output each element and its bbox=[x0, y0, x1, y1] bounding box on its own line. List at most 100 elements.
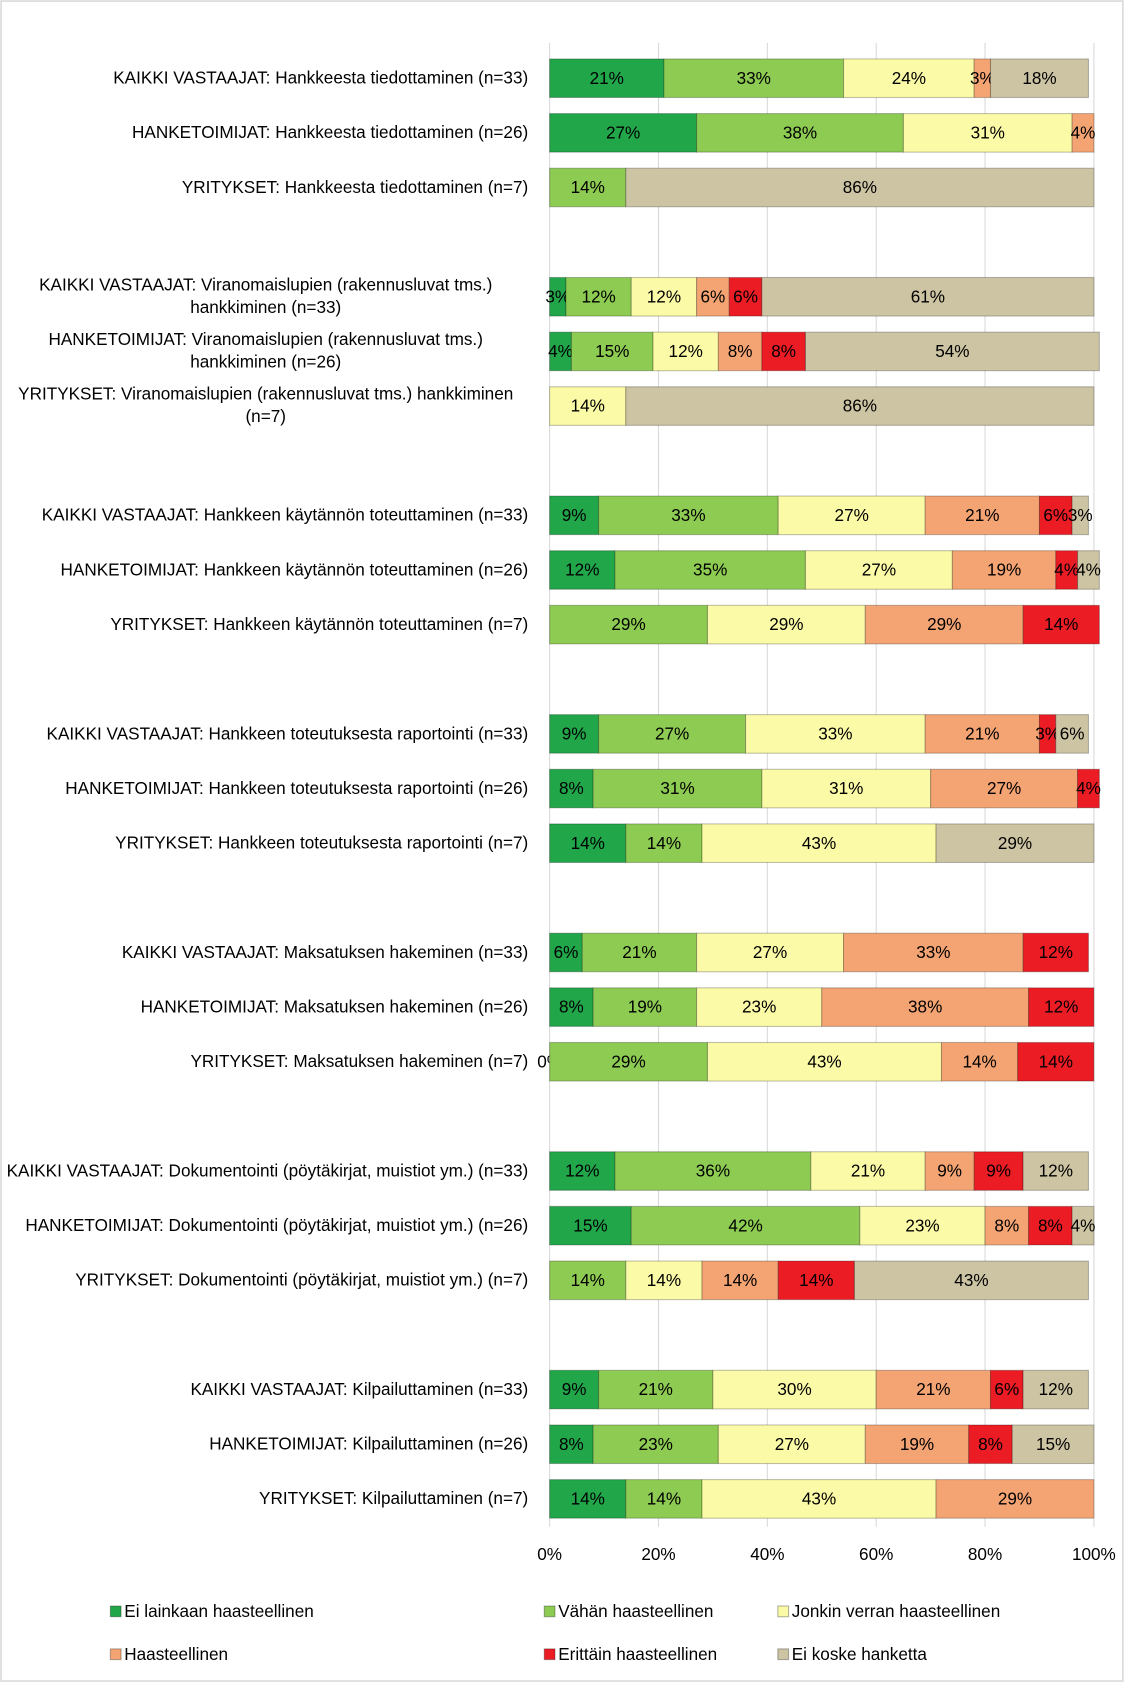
bar-segment bbox=[581, 932, 698, 973]
x-tick-label: 80% bbox=[968, 1544, 1002, 1564]
data-label: 8% bbox=[994, 1215, 1019, 1235]
data-label: 8% bbox=[559, 778, 584, 798]
legend-label: Vähän haasteellinen bbox=[558, 1601, 713, 1621]
bar-segment bbox=[968, 1424, 1013, 1465]
category-label: KAIKKI VASTAAJAT: Viranomaislupien (rake… bbox=[39, 276, 493, 318]
bar-segment bbox=[951, 550, 1057, 590]
legend-label: Ei koske hanketta bbox=[792, 1644, 928, 1664]
data-label: 21% bbox=[590, 68, 624, 88]
bar-segment bbox=[1017, 1041, 1095, 1082]
bar-segment bbox=[614, 550, 806, 590]
bar-segment bbox=[549, 167, 627, 208]
bar-segment bbox=[549, 495, 600, 536]
data-label: 18% bbox=[1022, 68, 1056, 88]
bar-segment bbox=[549, 714, 600, 754]
category-label: YRITYKSET: Maksatuksen hakeminen (n=7) bbox=[190, 1052, 529, 1071]
data-label: 21% bbox=[965, 724, 999, 744]
bar-segment bbox=[549, 987, 594, 1027]
data-label: 36% bbox=[696, 1161, 730, 1181]
legend-swatch bbox=[109, 1648, 122, 1661]
bar-segment bbox=[761, 331, 806, 372]
data-label: 19% bbox=[900, 1434, 934, 1454]
data-label: 31% bbox=[971, 122, 1005, 142]
category-label-box: HANKETOIMIJAT: Hankkeen käytännön toteut… bbox=[3, 543, 529, 597]
x-tick-label: 40% bbox=[750, 1544, 784, 1564]
bar-segment bbox=[745, 714, 926, 754]
bar-segment bbox=[712, 1369, 877, 1410]
bar-segment bbox=[1077, 550, 1100, 590]
data-label: 38% bbox=[908, 997, 942, 1017]
bar-segment bbox=[549, 386, 627, 426]
category-label-box: YRITYKSET: Hankkeen käytännön toteuttami… bbox=[3, 598, 528, 652]
data-label: 15% bbox=[1036, 1434, 1070, 1454]
data-label: 9% bbox=[562, 1379, 587, 1399]
data-label: 8% bbox=[1038, 1215, 1063, 1235]
bar-segment bbox=[777, 1260, 855, 1301]
data-label: 29% bbox=[769, 614, 803, 634]
data-label: 14% bbox=[571, 833, 605, 853]
data-label: 15% bbox=[595, 341, 629, 361]
category-label: KAIKKI VASTAAJAT: Maksatuksen hakeminen … bbox=[121, 943, 529, 962]
bar-segment bbox=[549, 1260, 627, 1301]
bar-segment bbox=[549, 1479, 627, 1519]
legend-label: Erittäin haasteellinen bbox=[558, 1644, 717, 1664]
data-label: 29% bbox=[611, 1051, 645, 1071]
data-label: 38% bbox=[783, 122, 817, 142]
bar-segment bbox=[614, 1151, 812, 1191]
bar-segment bbox=[804, 331, 1100, 372]
bar-segment bbox=[1022, 1151, 1089, 1191]
data-label: 42% bbox=[728, 1215, 762, 1235]
bar-segment bbox=[842, 932, 1024, 973]
category-label: YRITYKSET: Viranomaislupien (rakennusluv… bbox=[18, 385, 514, 427]
data-label: 29% bbox=[998, 833, 1032, 853]
data-label: 8% bbox=[728, 341, 753, 361]
bar-segment bbox=[706, 604, 866, 645]
bar-segment bbox=[549, 1205, 632, 1246]
data-label: 33% bbox=[737, 68, 771, 88]
bar-segment bbox=[549, 604, 709, 645]
data-label: 3% bbox=[1068, 505, 1093, 525]
data-label: 14% bbox=[647, 1270, 681, 1290]
data-label: 14% bbox=[571, 177, 605, 197]
bar-segment bbox=[696, 113, 904, 153]
data-label: 23% bbox=[905, 1215, 939, 1235]
legend-label: Jonkin verran haasteellinen bbox=[792, 1601, 1000, 1621]
category-label-box: HANKETOIMIJAT: Hankkeen toteutuksesta ra… bbox=[3, 762, 528, 816]
category-label-box: HANKETOIMIJAT: Kilpailuttaminen (n=26) bbox=[3, 1417, 528, 1471]
bar-segment bbox=[973, 1151, 1024, 1191]
category-label: HANKETOIMIJAT: Kilpailuttaminen (n=26) bbox=[209, 1435, 529, 1454]
data-label: 23% bbox=[639, 1434, 673, 1454]
data-label: 27% bbox=[753, 942, 787, 962]
data-label: 23% bbox=[742, 997, 776, 1017]
data-label: 9% bbox=[562, 505, 587, 525]
data-label: 19% bbox=[987, 560, 1021, 580]
category-label: HANKETOIMIJAT: Hankkeen käytännön toteut… bbox=[60, 560, 529, 580]
bar-segment bbox=[598, 1369, 714, 1410]
data-label: 29% bbox=[927, 614, 961, 634]
data-label: 12% bbox=[565, 1161, 599, 1181]
bar-segment bbox=[717, 1424, 866, 1465]
data-label: 27% bbox=[987, 778, 1021, 798]
category-label-box: HANKETOIMIJAT: Viranomaislupien (rakennu… bbox=[3, 325, 528, 379]
data-label: 6% bbox=[994, 1379, 1019, 1399]
data-label: 43% bbox=[802, 833, 836, 853]
bar-segment bbox=[598, 495, 779, 536]
bar-segment bbox=[842, 58, 975, 99]
data-label: 8% bbox=[771, 341, 796, 361]
bar-segment bbox=[625, 823, 703, 864]
bar-segment bbox=[625, 167, 1095, 208]
bar-segment bbox=[761, 276, 1095, 317]
data-label: 14% bbox=[571, 1488, 605, 1508]
data-label: 15% bbox=[573, 1215, 607, 1235]
data-label: 9% bbox=[986, 1161, 1011, 1181]
bar-segment bbox=[853, 1260, 1089, 1301]
bar-segment bbox=[1055, 714, 1089, 754]
bar-segment bbox=[1011, 1424, 1095, 1465]
bar-segment bbox=[989, 1369, 1024, 1410]
data-label: 6% bbox=[701, 286, 726, 306]
bar-segment bbox=[989, 58, 1089, 99]
bar-segment bbox=[761, 768, 932, 809]
data-label: 4% bbox=[1054, 560, 1079, 580]
